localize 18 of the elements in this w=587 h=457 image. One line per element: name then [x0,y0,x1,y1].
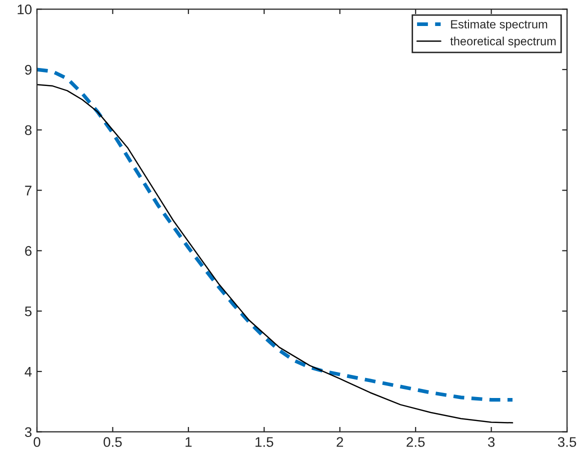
x-tick-label: 0.5 [104,437,122,447]
y-tick-label: 9 [25,64,32,75]
x-tick-label: 1.5 [256,437,274,447]
y-tick-label: 6 [25,246,32,256]
x-tick-label: 0 [34,437,40,447]
x-tick-label: 3.5 [558,437,576,447]
x-tick-label: 3 [488,437,495,447]
y-tick-label: 4 [24,366,32,377]
x-tick-label: 2.5 [406,437,425,447]
y-tick-label: 8 [25,125,32,136]
x-tick-label: 1 [186,437,192,447]
legend-label: Estimate spectrum [451,20,548,31]
legend-label: theoretical spectrum [450,36,556,48]
y-tick-label: 10 [18,4,32,14]
y-tick-label: 5 [24,306,32,316]
y-tick-label: 3 [24,427,32,438]
y-tick-label: 7 [25,186,32,196]
x-tick-label: 2 [336,437,344,447]
